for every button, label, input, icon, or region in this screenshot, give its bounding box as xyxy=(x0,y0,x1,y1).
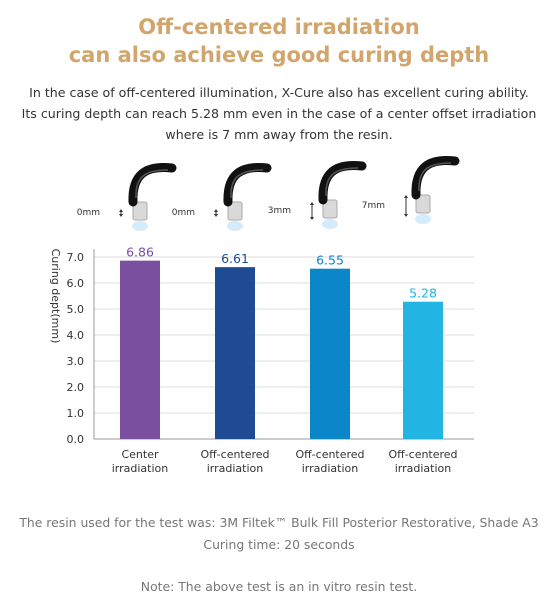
y-tick-label: 6.0 xyxy=(67,277,85,290)
footer-resin-line: The resin used for the test was: 3M Filt… xyxy=(19,515,539,530)
light-glow xyxy=(322,219,338,229)
offset-arrow-down xyxy=(404,214,408,217)
y-axis-label: Curing dept(mm) xyxy=(49,249,62,344)
category-label: Off-centered xyxy=(388,448,457,461)
y-tick-label: 0.0 xyxy=(67,433,85,446)
curing-light-tip-icon: 3mm xyxy=(268,160,367,229)
offset-arrow-down xyxy=(119,214,123,217)
tip-body xyxy=(223,162,272,207)
category-label: irradiation xyxy=(302,462,359,475)
y-tick-label: 7.0 xyxy=(67,251,85,264)
category-label: Off-centered xyxy=(200,448,269,461)
offset-arrow-up xyxy=(310,202,314,205)
tip-metal xyxy=(227,201,243,221)
data-label: 5.28 xyxy=(409,286,437,301)
offset-label: 3mm xyxy=(268,206,291,216)
intro-paragraph: In the case of off-centered illumination… xyxy=(0,82,558,145)
tip-highlight xyxy=(325,167,359,197)
light-glow xyxy=(132,221,148,231)
offset-arrow-down xyxy=(310,217,314,220)
tip-highlight xyxy=(135,169,169,199)
curing-light-tip-icon: 7mm xyxy=(362,155,460,224)
offset-arrow-up xyxy=(119,209,123,212)
tip-body xyxy=(128,162,177,207)
category-label: irradiation xyxy=(207,462,264,475)
tip-metal xyxy=(322,199,338,219)
category-label: Center xyxy=(121,448,159,461)
tip-body xyxy=(318,160,367,205)
bar xyxy=(403,301,443,439)
y-tick-label: 4.0 xyxy=(67,329,85,342)
curing-light-tip-icon: 0mm xyxy=(77,162,177,231)
bar xyxy=(310,268,350,439)
footer-note: Note: The above test is an in vitro resi… xyxy=(140,579,418,594)
y-tick-label: 3.0 xyxy=(67,355,85,368)
offset-arrow-up xyxy=(214,209,218,212)
category-label: irradiation xyxy=(395,462,452,475)
y-tick-label: 2.0 xyxy=(67,381,85,394)
y-tick-label: 5.0 xyxy=(67,303,85,316)
curing-light-tip-icon: 0mm xyxy=(172,162,272,231)
bar xyxy=(215,267,255,439)
intro-line-3: where is 7 mm away from the resin. xyxy=(165,127,393,142)
title-line-2: can also achieve good curing depth xyxy=(68,43,490,67)
data-label: 6.86 xyxy=(126,245,154,260)
data-label: 6.61 xyxy=(221,251,249,266)
offset-arrow-up xyxy=(404,195,408,198)
intro-line-2: Its curing depth can reach 5.28 mm even … xyxy=(21,106,537,121)
data-label: 6.55 xyxy=(316,253,344,268)
tip-body xyxy=(411,155,460,200)
light-glow xyxy=(415,214,431,224)
tip-highlight xyxy=(418,162,452,192)
y-tick-label: 1.0 xyxy=(67,407,85,420)
light-glow xyxy=(227,221,243,231)
footer-curing-time: Curing time: 20 seconds xyxy=(203,537,355,552)
intro-line-1: In the case of off-centered illumination… xyxy=(29,85,529,100)
offset-arrow-down xyxy=(214,214,218,217)
offset-label: 0mm xyxy=(172,208,195,218)
tip-metal xyxy=(132,201,148,221)
offset-label: 0mm xyxy=(77,208,100,218)
tip-metal xyxy=(415,194,431,214)
category-label: irradiation xyxy=(112,462,169,475)
tip-highlight xyxy=(230,169,264,199)
category-label: Off-centered xyxy=(295,448,364,461)
offset-label: 7mm xyxy=(362,201,385,211)
bar xyxy=(120,260,160,439)
title-line-1: Off-centered irradiation xyxy=(138,15,420,39)
